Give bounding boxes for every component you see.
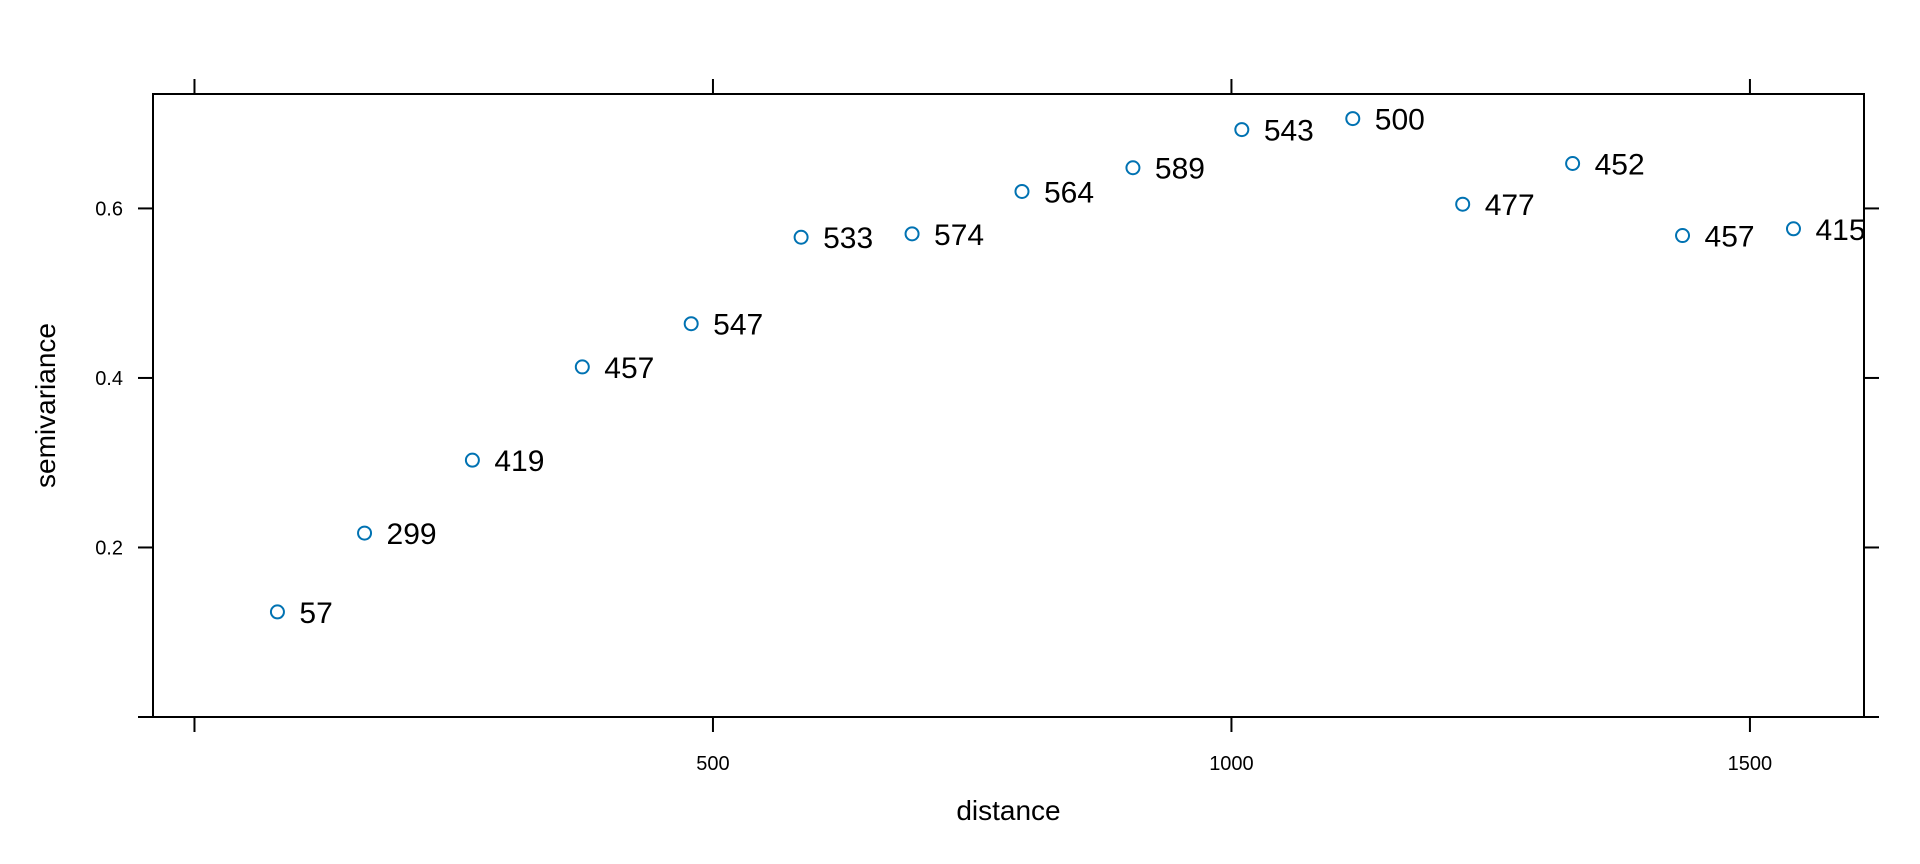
point-label-3: 457 <box>604 352 654 385</box>
data-point-4 <box>683 316 699 332</box>
y-tick-label-1: 0.2 <box>95 537 123 559</box>
point-label-6: 574 <box>934 219 984 252</box>
x-tick-label-3: 1500 <box>1728 753 1773 775</box>
data-point-1 <box>357 525 373 541</box>
point-label-12: 452 <box>1595 149 1645 182</box>
data-point-9 <box>1234 122 1250 138</box>
y-tick-label-2: 0.4 <box>95 368 123 390</box>
data-point-7 <box>1014 183 1030 199</box>
x-tick-label-1: 500 <box>696 753 729 775</box>
point-label-8: 589 <box>1155 153 1205 186</box>
y-axis: 0.2 0.4 0.6 <box>95 198 1879 718</box>
data-point-12 <box>1565 156 1581 172</box>
data-point-6 <box>904 226 920 242</box>
x-axis: 500 1000 1500 <box>193 79 1879 775</box>
data-point-10 <box>1345 111 1361 127</box>
point-label-13: 457 <box>1705 221 1755 254</box>
point-label-7: 564 <box>1044 176 1094 209</box>
data-point-11 <box>1455 196 1471 212</box>
point-label-14: 415 <box>1815 214 1865 247</box>
x-tick-label-2: 1000 <box>1209 753 1254 775</box>
data-point-5 <box>793 229 809 245</box>
point-label-9: 543 <box>1264 115 1314 148</box>
point-label-2: 419 <box>494 445 544 478</box>
data-point-0 <box>269 604 285 620</box>
point-label-4: 547 <box>713 309 763 342</box>
data-points: 57 299 419 457 547 533 574 564 589 543 500 477 452 45… <box>269 104 1865 630</box>
point-label-11: 477 <box>1485 189 1535 222</box>
point-label-5: 533 <box>823 222 873 255</box>
y-axis-title: semivariance <box>30 323 61 488</box>
point-label-1: 299 <box>387 518 437 551</box>
data-point-13 <box>1675 228 1691 244</box>
data-point-8 <box>1125 160 1141 176</box>
data-point-14 <box>1785 221 1801 237</box>
point-label-0: 57 <box>299 597 332 630</box>
y-tick-label-3: 0.6 <box>95 198 123 220</box>
data-point-2 <box>464 452 480 468</box>
data-point-3 <box>574 359 590 375</box>
plot-frame <box>152 93 1865 718</box>
plot-border <box>152 93 1865 718</box>
point-label-10: 500 <box>1375 104 1425 137</box>
x-axis-title: distance <box>956 795 1060 826</box>
